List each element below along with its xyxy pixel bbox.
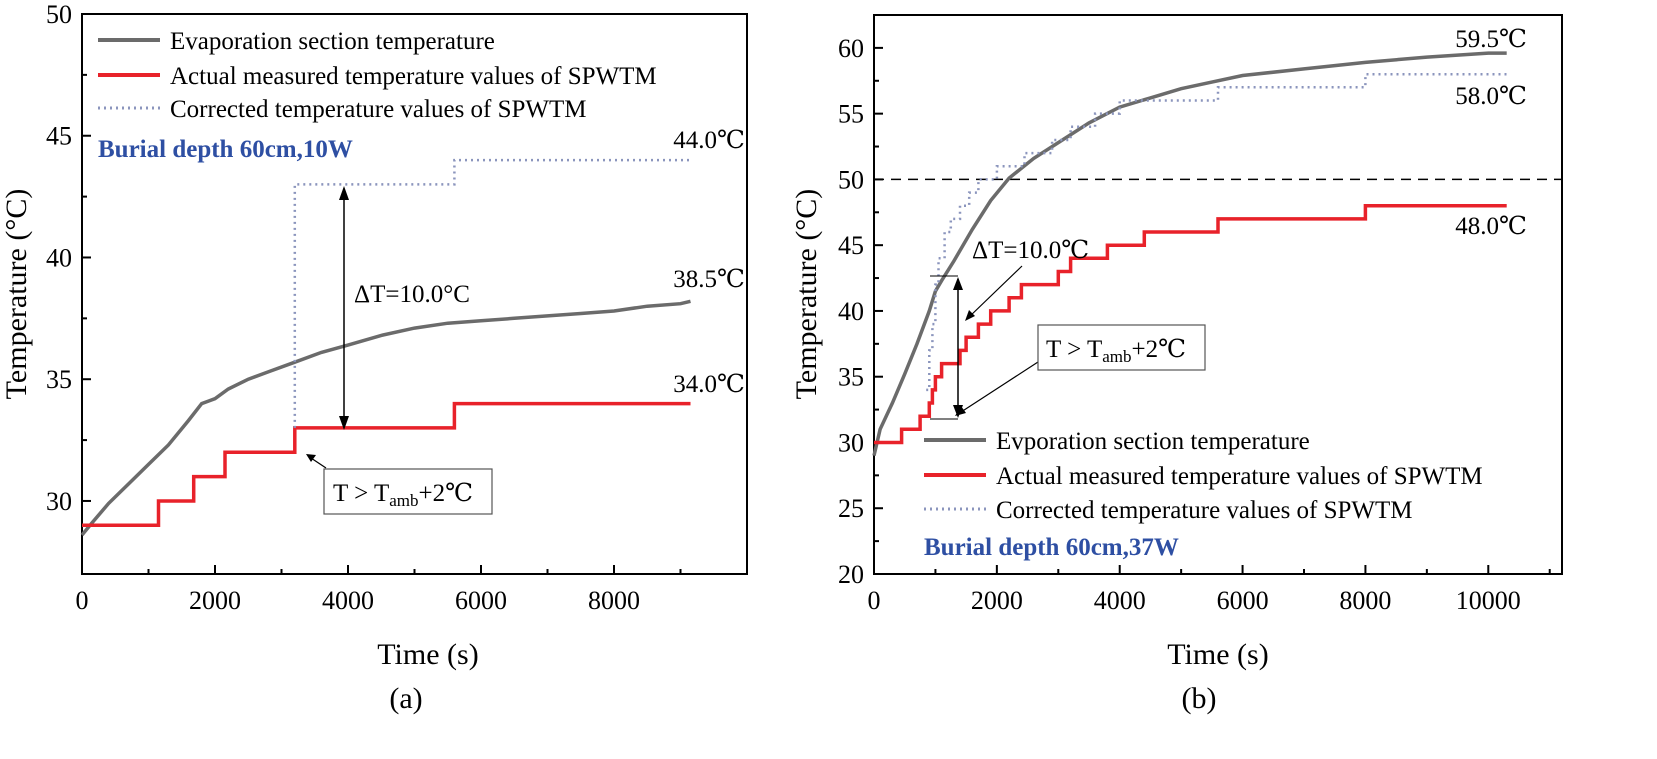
panel-label-a: (a) <box>389 682 422 715</box>
y-tick-label-b-1: 25 <box>838 494 864 523</box>
series-a-corrected <box>293 158 691 428</box>
condition-box-a <box>323 468 493 515</box>
y-axis-label-b: Temperature (°C) <box>790 189 823 400</box>
legend-label-corrected-a: Corrected temperature values of SPWTM <box>170 96 587 123</box>
legend-b: Evporation section temperature Actual me… <box>924 428 1483 524</box>
end-label-corrected-a: 44.0℃ <box>673 127 745 154</box>
condition-label-b: T > Tamb+2℃ <box>1046 336 1186 366</box>
series-group-b <box>872 51 1507 456</box>
burial-depth-label-b: Burial depth 60cm,37W <box>924 534 1179 561</box>
condition-pointer-head-a <box>306 454 316 462</box>
delta-arrow-head-bottom-a <box>339 416 349 430</box>
x-tick-label-b-1: 2000 <box>971 586 1023 615</box>
series-group-a <box>80 158 691 537</box>
x-tick-label-b-4: 8000 <box>1339 586 1391 615</box>
legend-label-actual-a: Actual measured temperature values of SP… <box>170 63 657 90</box>
y-tick-label-a-4: 50 <box>46 0 72 29</box>
x-tick-label-b-0: 0 <box>868 586 881 615</box>
x-tick-label-a-2: 4000 <box>322 586 374 615</box>
condition-pointer-head-b <box>955 406 966 416</box>
series-b-actual-measured <box>874 203 1507 445</box>
delta-label-a: ΔT=10.0°C <box>354 281 470 308</box>
end-label-actual-a: 34.0℃ <box>673 371 745 398</box>
y-tick-label-a-1: 35 <box>46 365 72 394</box>
legend-label-evap-a: Evaporation section temperature <box>170 28 495 55</box>
y-tick-label-a-2: 40 <box>46 243 72 272</box>
y-tick-label-b-5: 45 <box>838 231 864 260</box>
condition-pointer-b <box>957 361 1039 415</box>
y-tick-label-a-3: 45 <box>46 122 72 151</box>
x-axis-label-b: Time (s) <box>1167 638 1268 671</box>
delta-arrow-head-top-a <box>339 186 349 200</box>
end-label-evap-b: 59.5℃ <box>1455 26 1527 53</box>
legend-label-corrected-b: Corrected temperature values of SPWTM <box>996 497 1413 524</box>
x-tick-label-b-2: 4000 <box>1094 586 1146 615</box>
panel-a: 0 2000 4000 6000 8000 30 35 40 45 50 Evaporation … <box>0 0 748 715</box>
x-tick-label-b-5: 10000 <box>1456 586 1521 615</box>
series-a-actual-measured <box>82 401 691 528</box>
x-tick-label-b-3: 6000 <box>1217 586 1269 615</box>
y-axis-label-a: Temperature (°C) <box>0 189 33 400</box>
y-tick-label-b-4: 40 <box>838 297 864 326</box>
legend-label-actual-b: Actual measured temperature values of SP… <box>996 463 1483 490</box>
y-tick-label-a-0: 30 <box>46 487 72 516</box>
delta-pointer-head-b <box>965 310 975 321</box>
series-a-evaporation <box>80 299 691 537</box>
legend-label-evap-b: Evporation section temperature <box>996 428 1310 455</box>
panel-label-b: (b) <box>1182 682 1217 715</box>
plot-frame-b <box>873 14 1563 575</box>
x-tick-label-a-3: 6000 <box>455 586 507 615</box>
condition-label-a: T > Tamb+2℃ <box>333 480 473 510</box>
delta-label-b: ΔT=10.0℃ <box>972 237 1089 264</box>
x-tick-label-a-4: 8000 <box>588 586 640 615</box>
y-tick-label-b-3: 35 <box>838 363 864 392</box>
end-label-evap-a: 38.5℃ <box>673 266 745 293</box>
series-b-evaporation <box>872 51 1507 456</box>
condition-box-b <box>1037 324 1206 371</box>
axis-ticks-a: 0 2000 4000 6000 8000 30 35 40 45 50 <box>46 0 682 615</box>
y-tick-label-b-2: 30 <box>838 428 864 457</box>
end-label-corrected-b: 58.0℃ <box>1455 83 1527 110</box>
y-tick-label-b-8: 60 <box>838 34 864 63</box>
axis-ticks-b: 0 2000 4000 6000 8000 10000 20 25 30 35 40 45 50 55 60 <box>838 34 1551 615</box>
x-tick-label-a-1: 2000 <box>189 586 241 615</box>
x-tick-label-a-0: 0 <box>76 586 89 615</box>
y-tick-label-b-7: 55 <box>838 100 864 129</box>
panel-b: 0 2000 4000 6000 8000 10000 20 25 30 35 40 45 50 55 60… <box>790 14 1563 715</box>
delta-arrow-head-top-b <box>953 277 963 290</box>
legend-a: Evaporation section temperature Actual m… <box>98 28 657 123</box>
delta-pointer-b <box>967 265 1023 319</box>
x-axis-label-a: Time (s) <box>377 638 478 671</box>
burial-depth-label-a: Burial depth 60cm,10W <box>98 136 353 163</box>
y-tick-label-b-6: 50 <box>838 165 864 194</box>
end-label-actual-b: 48.0℃ <box>1455 213 1527 240</box>
series-b-corrected <box>926 72 1507 392</box>
y-tick-label-b-0: 20 <box>838 560 864 589</box>
